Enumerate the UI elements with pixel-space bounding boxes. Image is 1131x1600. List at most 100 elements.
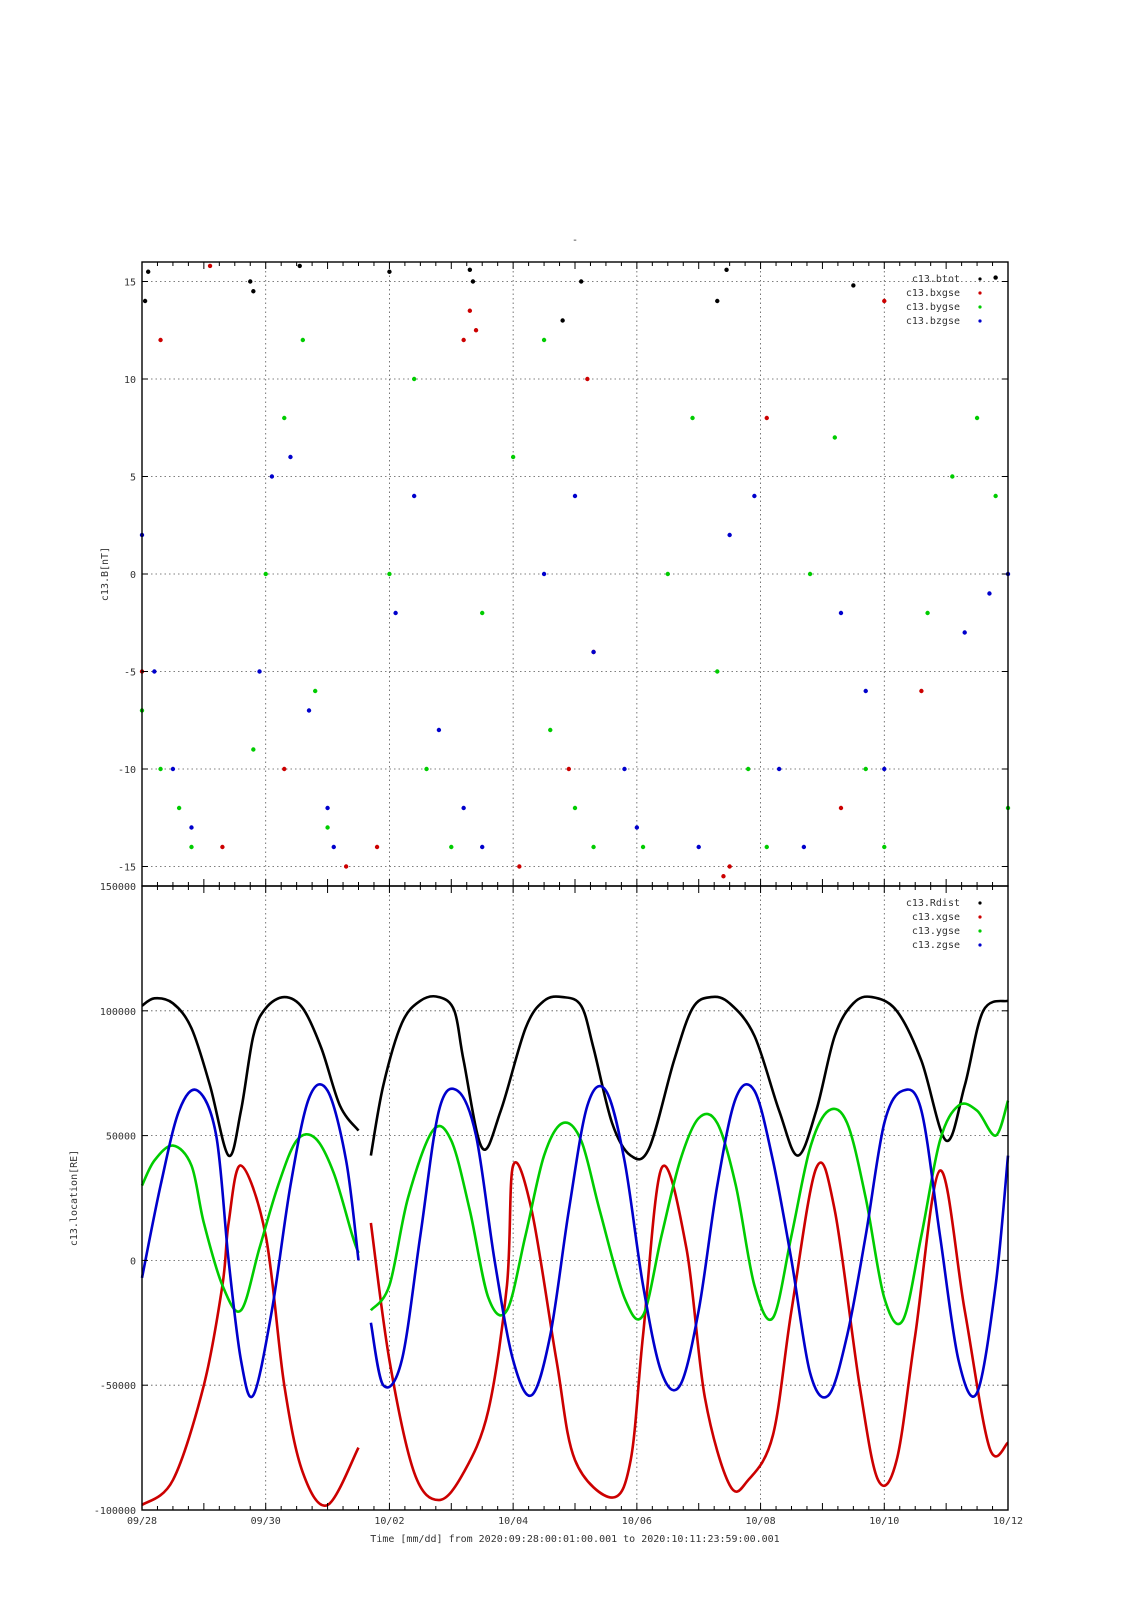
data-point bbox=[436, 727, 442, 733]
y-tick-label: 10 bbox=[124, 375, 136, 386]
data-point bbox=[727, 864, 732, 869]
series-line bbox=[141, 1164, 360, 1507]
legend-label: c13.bxgse bbox=[906, 288, 960, 299]
data-point bbox=[634, 825, 640, 830]
legend-marker bbox=[978, 901, 982, 905]
data-point bbox=[863, 688, 868, 694]
location-y-ticks: -100000 -50000 0 50000 100000 150000 bbox=[94, 882, 1009, 1517]
data-point bbox=[510, 454, 516, 460]
data-point bbox=[572, 805, 578, 811]
data-point bbox=[473, 328, 479, 333]
y-tick-label: 100000 bbox=[100, 1007, 136, 1018]
data-point bbox=[470, 279, 476, 284]
series-line bbox=[369, 995, 1009, 1161]
series-line bbox=[369, 1083, 1010, 1399]
y-tick-label: 50000 bbox=[106, 1132, 136, 1143]
data-point bbox=[715, 298, 720, 304]
data-point bbox=[882, 766, 887, 772]
time-axis-ticks: 09/28 09/30 10/02 10/04 10/06 10/08 10/10 10/12 bbox=[127, 1516, 1023, 1527]
data-point bbox=[424, 766, 429, 772]
data-point bbox=[640, 844, 646, 850]
legend-marker bbox=[978, 305, 982, 309]
magnetic-field-grid bbox=[142, 262, 1008, 886]
x-tick-label: 09/30 bbox=[251, 1516, 281, 1527]
data-point bbox=[189, 844, 194, 850]
data-point bbox=[832, 435, 837, 440]
data-point bbox=[325, 825, 330, 830]
data-point bbox=[591, 844, 596, 850]
data-point bbox=[411, 493, 417, 499]
location-frame bbox=[141, 885, 1009, 1511]
data-point bbox=[411, 376, 417, 382]
data-point bbox=[331, 844, 336, 850]
x-tick-label: 10/02 bbox=[374, 1516, 404, 1527]
data-point bbox=[752, 493, 757, 499]
data-point bbox=[721, 874, 726, 879]
data-point bbox=[690, 415, 695, 421]
series-line bbox=[140, 1133, 360, 1313]
data-point bbox=[548, 727, 553, 733]
data-point bbox=[257, 669, 262, 674]
data-point bbox=[467, 267, 473, 272]
y-tick-label: -5 bbox=[124, 668, 136, 679]
data-point bbox=[950, 474, 955, 479]
data-point bbox=[313, 688, 318, 694]
data-point bbox=[962, 630, 967, 635]
legend-label: c13.zgse bbox=[912, 940, 960, 951]
x-tick-label: 09/28 bbox=[127, 1516, 157, 1527]
data-point bbox=[152, 669, 157, 674]
legend-marker bbox=[978, 319, 982, 323]
data-point bbox=[325, 805, 330, 811]
data-point bbox=[248, 279, 253, 284]
data-point bbox=[282, 766, 287, 772]
data-point bbox=[882, 844, 887, 850]
data-point bbox=[974, 415, 980, 421]
y-tick-label: -50000 bbox=[100, 1381, 136, 1392]
data-point bbox=[578, 279, 584, 284]
data-point bbox=[306, 708, 312, 713]
y-tick-label: 0 bbox=[130, 1256, 136, 1267]
data-point bbox=[566, 766, 572, 772]
data-point bbox=[993, 493, 998, 499]
data-point bbox=[987, 591, 992, 596]
data-point bbox=[142, 298, 148, 304]
data-point bbox=[158, 337, 163, 343]
data-point bbox=[746, 766, 751, 772]
magnetic-field-legend: c13.btot c13.bxgse c13.bygse c13.bzgse bbox=[906, 274, 982, 327]
legend-marker bbox=[978, 915, 982, 919]
y-tick-label: 150000 bbox=[100, 882, 136, 893]
data-point bbox=[374, 844, 380, 850]
data-point bbox=[724, 267, 729, 272]
data-point bbox=[207, 263, 213, 269]
location-lines bbox=[140, 995, 1010, 1507]
legend-marker bbox=[978, 291, 982, 295]
data-point bbox=[189, 825, 194, 830]
legend-label: c13.bzgse bbox=[906, 316, 960, 327]
data-point bbox=[158, 766, 163, 772]
series-line bbox=[369, 1100, 1010, 1326]
legend-marker bbox=[978, 929, 982, 933]
data-point bbox=[993, 275, 998, 280]
data-point bbox=[393, 610, 398, 616]
data-point bbox=[282, 415, 287, 421]
data-point bbox=[572, 493, 578, 499]
data-point bbox=[269, 474, 275, 479]
data-point bbox=[585, 376, 590, 382]
figure-title: - bbox=[572, 235, 578, 246]
data-point bbox=[480, 844, 485, 850]
data-point bbox=[764, 415, 769, 421]
x-tick-label: 10/04 bbox=[498, 1516, 528, 1527]
x-tick-label: 10/12 bbox=[993, 1516, 1023, 1527]
y-tick-label: -10 bbox=[118, 765, 136, 776]
x-tick-label: 10/10 bbox=[869, 1516, 899, 1527]
data-point bbox=[170, 766, 176, 772]
data-point bbox=[560, 318, 565, 323]
legend-marker bbox=[978, 943, 982, 947]
data-point bbox=[838, 610, 844, 616]
data-point bbox=[387, 571, 392, 577]
legend-label: c13.Rdist bbox=[906, 898, 960, 909]
data-point bbox=[665, 571, 670, 577]
data-point bbox=[288, 454, 293, 460]
y-tick-label: 15 bbox=[124, 278, 136, 289]
